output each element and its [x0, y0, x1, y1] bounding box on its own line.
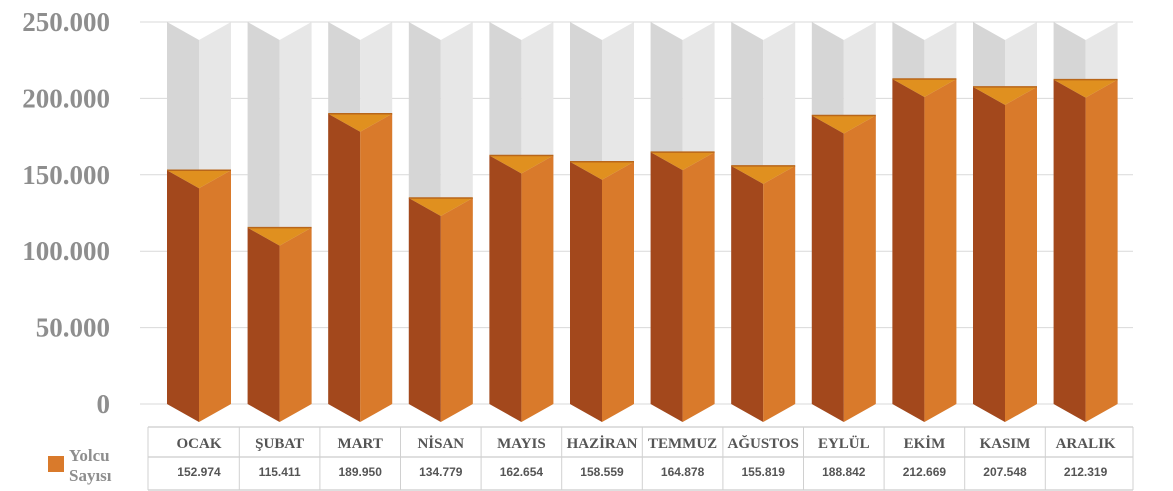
bar-face-left	[247, 227, 280, 422]
bar-top	[167, 170, 231, 189]
value-label: 164.878	[661, 465, 705, 479]
value-label: 155.819	[742, 465, 786, 479]
month-label: TEMMUZ	[648, 436, 717, 452]
bar-şubat	[247, 22, 312, 422]
month-label: ARALIK	[1056, 436, 1116, 452]
bar-hazi̇ran	[570, 22, 634, 422]
bar-face-right	[360, 113, 393, 422]
bar-ocak	[167, 22, 231, 422]
y-axis: 0 50.000 100.000 150.000 200.000 250.000	[22, 7, 110, 419]
legend-swatch	[48, 456, 64, 472]
bar-top	[328, 113, 393, 132]
bar-face-right	[440, 198, 473, 422]
bar-ağustos	[731, 22, 796, 422]
bar-face-left	[731, 165, 764, 422]
bar-face-right	[682, 152, 715, 423]
value-label: 212.319	[1064, 465, 1108, 479]
bar-face-left	[570, 161, 602, 422]
month-label: EYLÜL	[818, 435, 870, 452]
bar-face-right	[279, 227, 312, 422]
bars	[167, 22, 1118, 423]
bar-top	[650, 152, 715, 171]
legend-label-line2: Sayısı	[69, 466, 112, 485]
month-label: NİSAN	[417, 435, 464, 452]
month-label: MAYIS	[497, 436, 546, 452]
y-tick-label: 50.000	[36, 313, 110, 343]
month-label: AĞUSTOS	[727, 435, 798, 452]
month-label: MART	[338, 436, 383, 452]
bar-face-left	[973, 86, 1005, 423]
bar-face-left	[1053, 79, 1086, 422]
month-label: HAZİRAN	[567, 435, 638, 452]
y-tick-label: 200.000	[22, 83, 110, 113]
bar-mart	[328, 22, 393, 422]
bar-top	[247, 227, 312, 246]
bar-temmuz	[650, 22, 715, 423]
bar-top	[811, 115, 876, 134]
bar-top	[489, 155, 554, 174]
bar-face-left	[408, 198, 441, 422]
value-label: 115.411	[259, 465, 301, 479]
bar-face-left	[811, 115, 844, 422]
legend: Yolcu Sayısı	[48, 446, 112, 485]
bar-face-left	[328, 113, 361, 422]
bar-eylül	[811, 22, 876, 422]
y-tick-label: 0	[97, 389, 111, 419]
y-tick-label: 100.000	[22, 236, 110, 266]
value-label: 134.779	[419, 465, 463, 479]
bar-kasim	[973, 22, 1037, 423]
bar-face-right	[1005, 86, 1037, 423]
bar-eki̇m	[892, 22, 957, 422]
bar-top	[973, 86, 1037, 105]
value-label: 188.842	[822, 465, 866, 479]
bar-top	[1053, 79, 1118, 98]
value-label: 152.974	[177, 465, 221, 479]
bar-aralik	[1053, 22, 1118, 422]
value-label: 207.548	[983, 465, 1027, 479]
bar-face-right	[1085, 79, 1118, 422]
month-label: EKİM	[904, 435, 946, 452]
month-label: OCAK	[177, 436, 222, 452]
month-label: KASIM	[980, 436, 1031, 452]
y-tick-label: 250.000	[22, 7, 110, 37]
bar-top	[731, 165, 796, 184]
value-label: 212.669	[903, 465, 947, 479]
bar-face-right	[763, 165, 796, 422]
value-label: 158.559	[580, 465, 624, 479]
bar-face-right	[521, 155, 554, 422]
bar-face-left	[650, 152, 683, 423]
bar-face-left	[489, 155, 522, 422]
data-table: OCAK 152.974 ŞUBAT 115.411 MART 189.950 NİSAN 1…	[147, 426, 1134, 491]
bar-face-right	[924, 79, 957, 422]
bar-face-right	[199, 170, 231, 422]
bar-face-left	[167, 170, 199, 422]
bar-top	[892, 79, 957, 98]
month-label: ŞUBAT	[255, 436, 304, 452]
bar-top	[570, 161, 634, 180]
bar-face-right	[602, 161, 634, 422]
bar-face-right	[843, 115, 876, 422]
legend-label-line1: Yolcu	[69, 446, 110, 465]
value-label: 162.654	[500, 465, 544, 479]
bar-face-left	[892, 79, 925, 422]
bar-top	[408, 198, 473, 217]
y-tick-label: 150.000	[22, 160, 110, 190]
value-label: 189.950	[339, 465, 383, 479]
bar-ni̇san	[408, 22, 473, 422]
bar-mayis	[489, 22, 554, 422]
